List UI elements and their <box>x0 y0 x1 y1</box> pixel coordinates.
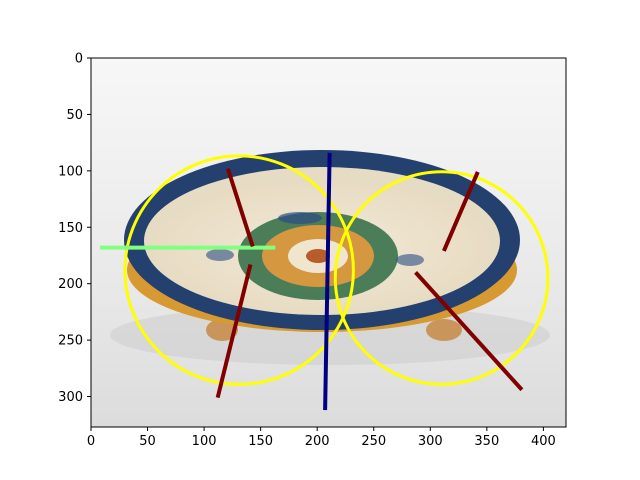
x-tick-label: 250 <box>361 434 386 449</box>
overlay-circle-1 <box>123 154 355 386</box>
overlay-line-2 <box>323 152 332 411</box>
x-tick-label: 150 <box>248 434 273 449</box>
x-tick-label: 50 <box>139 434 156 449</box>
y-tick-label: 250 <box>58 334 83 349</box>
x-tick-label: 400 <box>531 434 556 449</box>
overlay-line-4 <box>215 264 253 399</box>
y-tick-label: 300 <box>58 390 83 405</box>
overlay-line-5 <box>442 171 480 252</box>
x-tick-label: 300 <box>418 434 443 449</box>
x-tick-label: 0 <box>87 434 95 449</box>
overlay-circle-2 <box>333 170 550 386</box>
dish-photo <box>91 58 566 427</box>
y-tick-label: 150 <box>58 221 83 236</box>
x-tick-label: 100 <box>192 434 217 449</box>
y-tick-label: 0 <box>75 52 83 67</box>
y-tick-label: 100 <box>58 164 83 179</box>
x-tick-label: 200 <box>305 434 330 449</box>
overlay-line-3 <box>225 167 255 248</box>
x-tick-label: 350 <box>474 434 499 449</box>
y-tick-label: 50 <box>66 108 83 123</box>
axes: 0 50 100 150 200 250 300 350 400 0 50 100 150 200 250 3… <box>58 52 567 449</box>
overlay-layer <box>100 152 550 411</box>
axes-frame <box>90 57 567 428</box>
y-tick-label: 200 <box>58 277 83 292</box>
overlay-line-6 <box>414 271 524 392</box>
